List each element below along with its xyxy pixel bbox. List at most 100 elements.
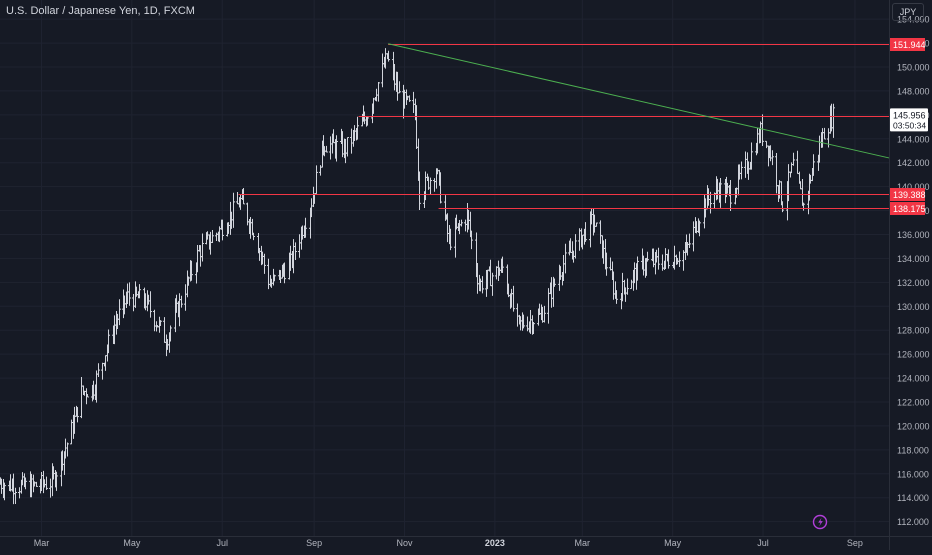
ohlc-bar: [692, 221, 695, 252]
ohlc-bar: [14, 487, 17, 504]
y-tick-label: 136.000: [897, 230, 930, 240]
ohlc-bar: [464, 219, 467, 232]
ohlc-bar: [740, 161, 743, 180]
currency-button[interactable]: JPY: [892, 3, 924, 21]
ohlc-bar: [599, 220, 602, 244]
y-tick-label: 144.000: [897, 134, 930, 144]
ohlc-bar: [449, 228, 452, 251]
drawn-lines[interactable]: [238, 43, 890, 209]
ohlc-bar: [408, 95, 411, 102]
ohlc-bar: [792, 152, 795, 166]
x-tick-label: 2023: [485, 538, 505, 548]
ohlc-bar: [646, 251, 649, 262]
ohlc-bar: [346, 137, 349, 157]
ohlc-bar: [512, 285, 515, 312]
ohlc-bar: [802, 202, 805, 211]
trendline: [388, 43, 890, 159]
y-tick-label: 142.000: [897, 158, 930, 168]
ohlc-bar: [832, 103, 835, 138]
ohlc-bar: [433, 178, 436, 192]
y-tick-label: 126.000: [897, 350, 930, 360]
ohlc-bar: [97, 363, 100, 378]
price-label: 151.944: [893, 40, 926, 50]
x-tick-label: Jul: [216, 538, 228, 548]
ohlc-bar: [298, 234, 301, 258]
ohlc-bar: [522, 314, 525, 329]
ohlc-bar: [682, 250, 685, 271]
y-tick-label: 116.000: [897, 469, 929, 479]
price-label-bg: [890, 38, 925, 51]
ohlc-bar: [630, 279, 633, 290]
ohlc-bar: [678, 251, 681, 267]
y-tick-label: 134.000: [897, 254, 930, 264]
ohlc-bar: [595, 222, 598, 227]
ohlc-bar: [356, 116, 359, 140]
y-tick-label: 128.000: [897, 326, 930, 336]
ohlc-bar: [180, 295, 183, 308]
current-price-label: 145.956: [893, 110, 926, 120]
grid-layer: [0, 0, 889, 536]
ohlc-bar: [709, 191, 712, 214]
y-tick-label: 124.000: [897, 374, 930, 384]
ohlc-bar: [377, 82, 380, 102]
ohlc-bar: [812, 154, 815, 176]
ohlc-bar: [460, 219, 463, 227]
ohlc-bar: [232, 192, 235, 228]
ohlc-bar: [605, 252, 608, 276]
countdown-label: 03:50:34: [893, 120, 926, 130]
y-tick-label: 154.000: [897, 15, 930, 25]
ohlc-bar: [153, 309, 156, 332]
ohlc-bar: [781, 201, 784, 213]
ohlc-bar: [667, 249, 670, 269]
ohlc-bar: [304, 217, 307, 238]
ohlc-bar: [481, 276, 484, 294]
ohlc-bar: [609, 257, 612, 271]
price-label-bg: [890, 202, 925, 215]
ohlc-bar: [132, 294, 135, 312]
ohlc-bar: [491, 272, 494, 296]
ohlc-bar: [761, 114, 764, 146]
ohlc-bar: [429, 177, 432, 195]
ohlc-bar: [70, 419, 73, 445]
ohlc-bar: [325, 145, 328, 153]
ohlc-bar: [201, 233, 204, 262]
ohlc-bar: [729, 179, 732, 211]
ohlc-bar: [615, 290, 618, 304]
ohlc-bar: [107, 329, 110, 354]
ohlc-bar: [584, 222, 587, 242]
ohlc-bar: [138, 284, 141, 299]
ohlc-bar: [252, 232, 255, 241]
ohlc-bar: [516, 303, 519, 327]
ohlc-bar: [3, 482, 6, 501]
ohlc-bar: [626, 278, 629, 295]
ohlc-bar: [273, 274, 276, 282]
ohlc-bar: [688, 233, 691, 248]
ohlc-bar: [578, 228, 581, 251]
ohlc-bar: [532, 322, 535, 335]
ohlc-bar: [149, 291, 152, 318]
ohlc-bar: [543, 305, 546, 323]
ohlc-bar: [45, 476, 48, 490]
ohlc-bar: [501, 256, 504, 274]
x-tick-label: Sep: [847, 538, 863, 548]
ohlc-bar: [86, 394, 89, 398]
ohlc-bar: [744, 151, 747, 178]
x-tick-label: Mar: [575, 538, 591, 548]
y-tick-label: 132.000: [897, 278, 930, 288]
ohlc-bar: [329, 136, 332, 160]
y-tick-label: 130.000: [897, 302, 930, 312]
ohlc-bar: [18, 487, 21, 499]
ohlc-bar: [446, 213, 449, 243]
ohlc-bar: [55, 471, 58, 491]
y-tick-label: 122.000: [897, 398, 930, 408]
y-tick-label: 140.000: [897, 182, 930, 192]
ohlc-bar: [49, 478, 52, 498]
symbol-title: U.S. Dollar / Japanese Yen, 1D, FXCM: [6, 5, 195, 17]
ohlc-bar: [439, 172, 442, 204]
ohlc-bar: [35, 481, 38, 487]
ohlc-bar: [398, 81, 401, 94]
ohlc-bar: [76, 407, 79, 423]
ohlc-bar: [190, 260, 193, 281]
